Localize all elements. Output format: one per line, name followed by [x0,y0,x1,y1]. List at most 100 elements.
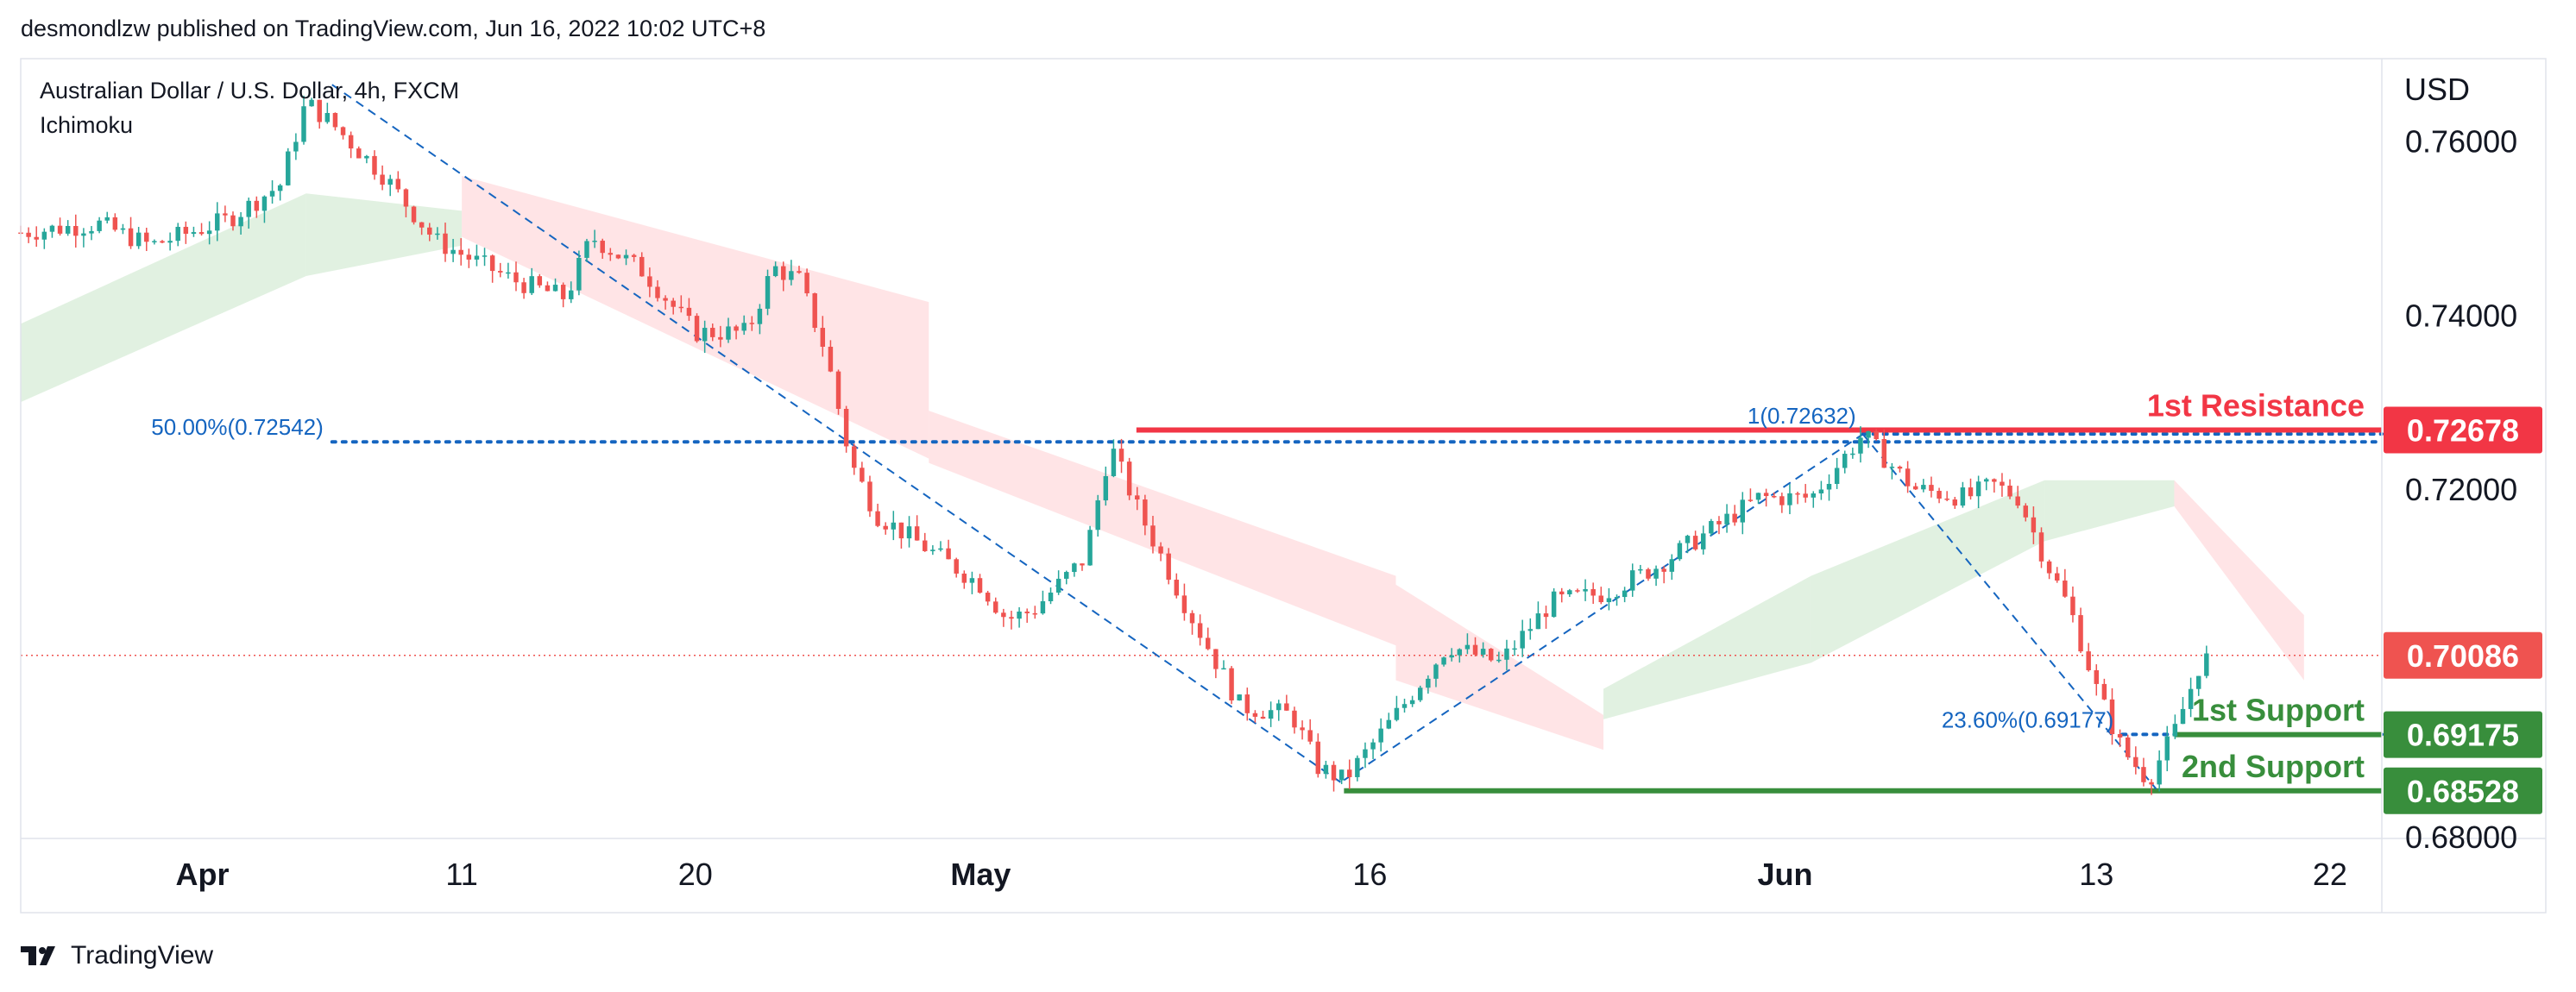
candle-body [435,233,440,235]
time-tick-label: 22 [2313,857,2347,892]
candle-body [1646,568,1651,579]
candle-body [2054,573,2060,581]
candle-body [1394,707,1400,720]
candle-body [576,257,582,291]
candle-body [1284,703,1289,711]
candle-body [2109,699,2115,735]
cloud-segment-bear [929,411,1396,646]
brand-name: TradingView [71,941,214,970]
candle-body [112,217,118,230]
candle-body [191,232,197,235]
candle-body [356,148,362,159]
candle-body [1489,649,1494,661]
candle-body [2149,782,2154,785]
candle-body [1795,493,1800,495]
candle-body [2164,736,2170,761]
candle-body [230,215,236,227]
candle-body [1449,655,1454,658]
candle-body [2078,615,2083,652]
candle-body [1213,649,1219,669]
candle-body [2031,517,2037,533]
candle-body [710,328,715,337]
symbol-title[interactable]: Australian Dollar / U.S. Dollar, 4h, FXC… [40,78,460,104]
candle-body [757,308,763,324]
candle-body [223,213,228,216]
candle-body [65,225,71,234]
tradingview-logo-icon [21,946,55,965]
level-labels: 50.00%(0.72542) 1(0.72632) 23.60%(0.69177)… [151,388,2542,814]
candle-body [73,225,79,236]
candle-body [1834,468,1840,485]
candle-body [1221,668,1226,670]
candle-body [600,241,605,254]
candle-body [152,241,157,242]
ichimoku-cloud [21,176,2304,750]
candle-body [647,276,652,287]
candle-body [1150,525,1156,547]
candle-body [1055,578,1061,593]
candle-body [1724,513,1729,524]
time-tick-label: May [950,857,1011,892]
candle-body [1355,757,1360,777]
candle-body [906,526,912,539]
candle-body [513,272,519,283]
candle-body [1520,631,1525,649]
candle-body [1189,612,1195,624]
candle-body [1095,500,1100,531]
candle-body [1968,487,1974,497]
candle-body [1292,710,1297,728]
candle-body [1401,704,1408,708]
candle-body [2046,561,2052,574]
candle-body [726,326,731,340]
candle-body [89,230,94,234]
cloud-segment-bear [2174,480,2304,681]
candle-body [1206,637,1211,650]
candle-body [772,266,778,277]
candle-body [898,522,904,539]
candle-body [930,549,935,551]
candle-body [1740,499,1746,523]
candle-body [1732,513,1737,523]
candle-body [506,272,511,274]
candle-body [843,409,849,447]
candle-body [631,254,637,257]
candle-body [1126,461,1132,496]
candle-body [860,468,865,482]
candle-body [104,217,110,221]
candle-body [1614,597,1620,599]
tradingview-brand[interactable]: TradingView [21,939,213,973]
candle-body [1559,591,1565,594]
price-tick-label: 0.76000 [2405,124,2517,160]
candle-body [277,185,283,191]
candle-body [1543,613,1549,618]
candle-body [1975,481,1981,497]
candle-body [1441,657,1446,665]
levels-layer [21,427,2384,794]
candle-body [560,285,566,299]
candle-body [1087,530,1093,566]
candle-body [1638,568,1643,571]
fib-trend-line [1861,433,2157,790]
trend-lines [331,84,2157,790]
fib-label: 1(0.72632) [1748,403,1856,429]
candle-body [1850,453,1855,455]
indicator-name[interactable]: Ichimoku [40,112,134,138]
fib-label: 23.60%(0.69177) [1942,706,2113,732]
candle-body [1771,496,1777,498]
candle-body [741,323,746,331]
candle-body [135,232,142,247]
candle-body [1842,454,1848,468]
candle-body [1418,687,1423,700]
candle-body [160,241,165,243]
candle-body [348,135,354,149]
candle-body [1237,694,1242,700]
candle-body [954,559,959,574]
candle-body [2070,596,2075,616]
candle-body [34,236,39,240]
candle-body [1669,559,1675,572]
cloud-segment-bull [305,193,463,276]
support-label: 1st Support [2192,693,2365,728]
candle-body [1315,741,1321,775]
candle-body [592,241,597,242]
